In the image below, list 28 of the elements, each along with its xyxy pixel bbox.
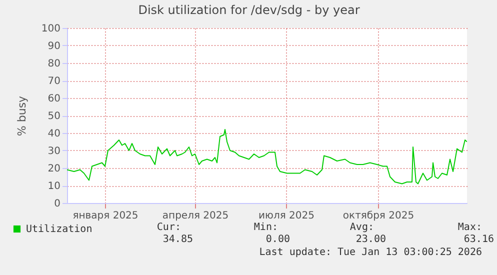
x-tick-label: июля 2025 [258,210,314,222]
text: Min: [254,222,278,233]
text: 0.00 [266,234,290,245]
text: Max: [458,222,482,233]
text: Last update: Tue Jan 13 03:00:25 2026 [259,247,482,258]
chart-title: Disk utilization for /dev/sdg - by year [138,3,360,17]
x-tick-label: апреля 2025 [162,210,229,222]
legend-label: Utilization [26,224,92,235]
y-tick-label: 50 [48,111,60,122]
x-tick-label: октября 2025 [342,210,414,222]
text: 23.00 [356,234,386,245]
text: Avg: [350,222,374,233]
text: 34.85 [162,234,193,245]
y-tick-label: 0 [54,198,60,210]
y-tick-label: 60 [48,94,60,104]
y-axis-title: % busy [15,95,28,136]
y-tick-label: 90 [48,41,60,52]
text: 63.16 [464,234,494,245]
y-tick-label: 80 [48,58,60,70]
text: Cur: [156,222,181,233]
y-tick-label: 30 [48,146,60,157]
line-series [67,129,467,184]
y-tick-label: 20 [48,164,60,174]
y-tick-label: 40 [48,128,60,140]
y-tick-label: 100 [41,24,60,34]
y-tick-label: 10 [48,181,60,192]
x-tick-label: января 2025 [72,210,138,222]
y-tick-label: 70 [48,76,60,87]
